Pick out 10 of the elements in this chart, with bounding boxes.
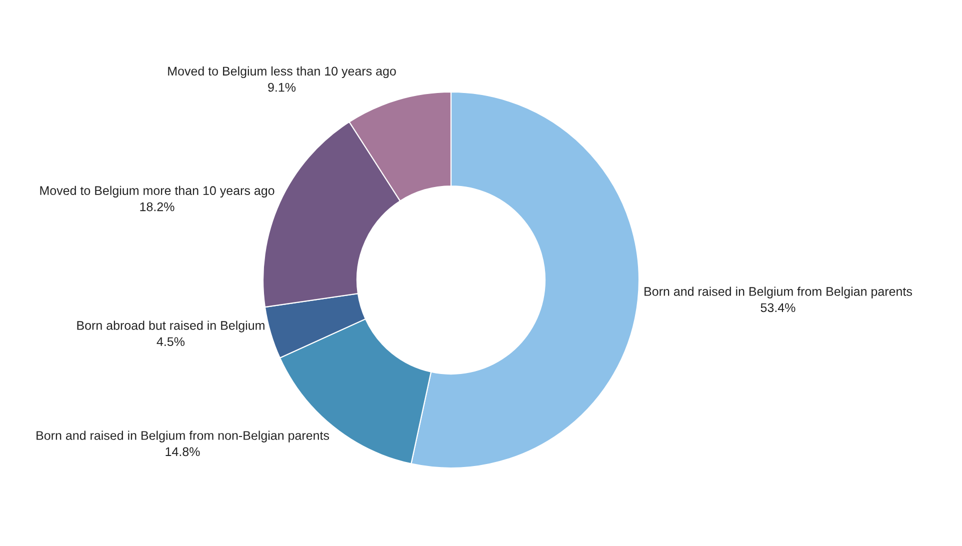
slice-label: Moved to Belgium more than 10 years ago	[40, 186, 274, 198]
data-label: 18.2%	[140, 202, 174, 212]
slice-label: Born abroad but raised in Belgium	[77, 320, 264, 332]
slice-label: Moved to Belgium less than 10 years ago	[168, 66, 396, 78]
data-label: 9.1%	[268, 82, 296, 92]
slice-label: Born and raised in Belgium from non-Belgian parents	[36, 430, 330, 442]
data-label: 14.8%	[166, 447, 200, 456]
data-label: 4.5%	[156, 337, 185, 346]
slice-label: Born and raised in Belgium from Belgian parents	[644, 286, 912, 298]
data-label: 53.4%	[760, 303, 796, 312]
